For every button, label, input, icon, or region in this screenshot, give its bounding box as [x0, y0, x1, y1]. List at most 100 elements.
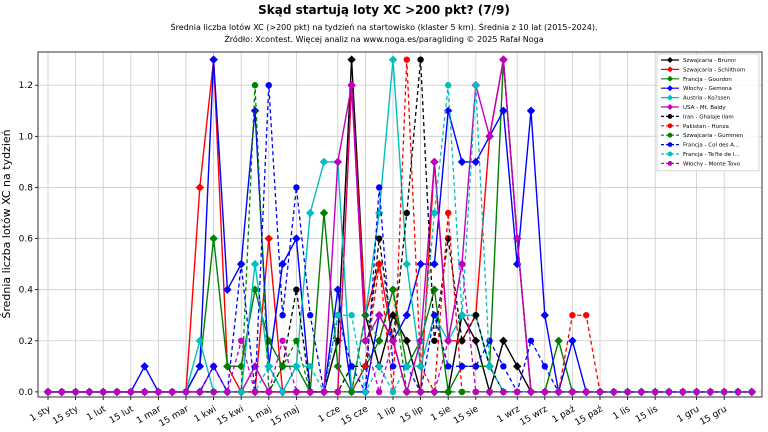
x-tick-label: 1 lis: [611, 404, 632, 422]
legend-label: USA - Mt. Baldy: [683, 105, 726, 111]
x-tick-label: 1 paź: [551, 404, 577, 425]
data-point: [376, 260, 383, 268]
x-tick-label: 15 wrz: [518, 404, 549, 428]
data-point: [472, 82, 479, 89]
data-point: [526, 106, 536, 115]
data-point: [348, 82, 355, 89]
data-point: [293, 363, 300, 370]
data-point: [155, 388, 162, 396]
x-tick-label: 15 kwi: [215, 404, 245, 427]
legend-label: Francja - Gourdon: [683, 77, 732, 83]
data-point: [250, 106, 260, 115]
x-tick-label: 15 paź: [573, 404, 604, 428]
data-point: [376, 363, 383, 370]
data-point: [250, 259, 260, 269]
data-point: [182, 388, 190, 396]
legend-marker: [667, 114, 673, 119]
data-point: [402, 336, 411, 345]
legend-label: Francja - Col des A...: [683, 143, 739, 149]
data-point: [569, 312, 576, 319]
series-7: [44, 56, 755, 396]
data-point: [251, 388, 259, 396]
legend-marker: [667, 151, 673, 157]
data-point: [389, 363, 397, 370]
data-point: [141, 388, 148, 396]
data-point: [362, 337, 369, 344]
data-point: [293, 286, 300, 293]
data-point: [347, 55, 356, 64]
legend-marker: [667, 57, 673, 63]
data-point: [472, 312, 479, 319]
x-tick-label: 15 maj: [269, 404, 301, 428]
data-point: [376, 184, 383, 191]
data-point: [279, 337, 286, 344]
data-point: [279, 388, 286, 396]
data-point: [458, 312, 466, 319]
data-point: [293, 388, 300, 396]
data-point: [320, 388, 328, 396]
data-point: [445, 388, 452, 396]
data-point: [403, 56, 410, 63]
data-point: [140, 362, 149, 371]
data-point: [416, 259, 425, 269]
legend-item: USA - Mt. Baldy: [661, 104, 726, 111]
data-point: [376, 388, 383, 396]
x-tick-label: 1 sty: [28, 404, 53, 424]
data-point: [375, 208, 384, 218]
data-point: [500, 388, 507, 396]
data-point: [292, 234, 301, 243]
data-point: [513, 234, 522, 243]
data-point: [527, 337, 535, 344]
data-point: [486, 388, 493, 396]
data-point: [209, 55, 218, 64]
data-point: [100, 388, 107, 396]
data-point: [209, 234, 218, 243]
data-point: [307, 312, 314, 319]
legend-marker: [667, 161, 673, 166]
data-point: [748, 388, 755, 396]
data-point: [472, 388, 479, 396]
x-tick-label: 1 cze: [317, 404, 343, 425]
chart-subtitle-line-2: Źródło: Xcontest. Więcej analiz na www.n…: [224, 33, 543, 44]
data-point: [610, 388, 617, 396]
data-point: [485, 132, 494, 141]
legend-item: Francja - Col des A...: [661, 142, 739, 149]
legend-marker: [667, 75, 673, 82]
data-point: [500, 363, 507, 370]
x-tick-label: 15 sty: [51, 404, 81, 427]
legend-label: Włochy - Monte Tovo: [683, 161, 741, 167]
data-point: [265, 363, 272, 370]
data-point: [264, 234, 273, 243]
data-point: [514, 388, 521, 396]
legend-label: Austria - Ko?ssen: [683, 96, 731, 102]
data-point: [499, 106, 508, 115]
data-point: [402, 259, 411, 269]
data-point: [596, 388, 604, 396]
data-point: [499, 55, 508, 64]
legend-item: Włochy - Monte Tovo: [661, 161, 741, 167]
data-point: [734, 388, 742, 396]
data-point: [458, 388, 466, 396]
data-point: [195, 336, 204, 345]
y-tick-label: 0.4: [19, 286, 34, 296]
data-point: [362, 312, 369, 319]
data-point: [486, 363, 493, 370]
legend-marker: [667, 85, 673, 92]
data-point: [403, 209, 410, 217]
x-tick-label: 15 mar: [158, 404, 191, 429]
data-point: [540, 311, 549, 320]
data-point: [375, 311, 384, 320]
data-point: [513, 362, 522, 371]
data-point: [554, 336, 563, 345]
data-point: [376, 337, 383, 344]
data-point: [238, 337, 245, 344]
x-tick-label: 15 lis: [634, 404, 660, 425]
data-point: [665, 388, 673, 396]
legend-label: Włochy - Gemona: [683, 86, 732, 92]
data-point: [376, 235, 383, 242]
data-point: [348, 363, 355, 370]
data-point: [445, 209, 452, 217]
data-point: [457, 157, 467, 167]
